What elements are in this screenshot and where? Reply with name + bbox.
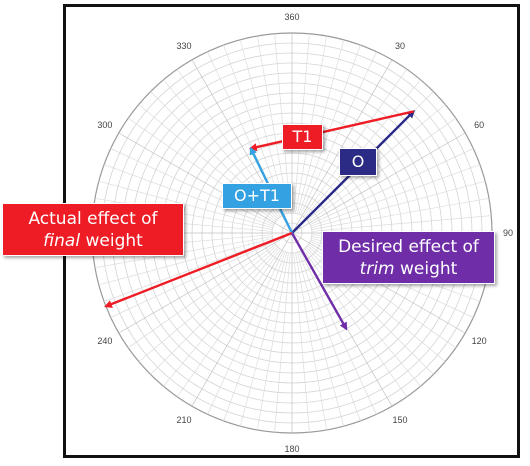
grid-spoke bbox=[303, 249, 407, 398]
grid-spoke bbox=[223, 251, 286, 422]
grid-spoke bbox=[309, 148, 474, 225]
callout-desired-line1: Desired effect of bbox=[338, 237, 479, 257]
angle-label-360: 360 bbox=[284, 12, 299, 22]
grid-spoke bbox=[274, 252, 291, 433]
angle-label-180: 180 bbox=[284, 444, 299, 454]
callout-t1-text: T1 bbox=[292, 127, 313, 146]
angle-label-300: 300 bbox=[97, 120, 112, 130]
grid-spoke bbox=[191, 232, 293, 407]
callout-actual-rest: weight bbox=[80, 231, 143, 251]
grid-spoke bbox=[293, 33, 310, 214]
grid-spoke bbox=[103, 164, 274, 227]
angle-label-60: 60 bbox=[474, 120, 484, 130]
grid-spoke bbox=[150, 246, 279, 375]
callout-actual-line1: Actual effect of bbox=[28, 209, 158, 229]
angle-label-120: 120 bbox=[472, 336, 487, 346]
grid-spoke bbox=[127, 244, 276, 348]
grid-spoke bbox=[118, 232, 293, 334]
angle-label-330: 330 bbox=[176, 41, 191, 51]
callout-actual-effect: Actual effect of final weight bbox=[2, 203, 184, 256]
callout-t1: T1 bbox=[282, 124, 323, 150]
grid-spoke bbox=[303, 68, 407, 217]
callout-desired-italic: trim bbox=[359, 259, 395, 279]
angle-label-30: 30 bbox=[395, 41, 405, 51]
grid-spoke bbox=[207, 250, 284, 415]
grid-spoke bbox=[118, 132, 293, 234]
callout-o: O bbox=[339, 148, 377, 176]
grid-spoke bbox=[110, 241, 275, 318]
grid-spoke bbox=[256, 252, 289, 431]
angle-label-150: 150 bbox=[392, 415, 407, 425]
grid-spoke bbox=[103, 239, 274, 302]
grid-spoke bbox=[291, 59, 393, 234]
grid-spoke bbox=[311, 180, 486, 229]
callout-desired-line2: trim weight bbox=[323, 258, 494, 280]
callout-desired-effect: Desired effect of trim weight bbox=[322, 231, 495, 284]
callout-desired-rest: weight bbox=[394, 259, 458, 279]
vector-desired bbox=[290, 232, 348, 331]
grid-spoke bbox=[98, 180, 273, 229]
grid-spoke bbox=[300, 250, 377, 415]
grid-spoke bbox=[98, 237, 273, 286]
callout-o-plus-t1-text: O+T1 bbox=[234, 186, 280, 205]
angle-label-90: 90 bbox=[503, 228, 513, 238]
grid-spoke bbox=[110, 148, 275, 225]
vector-actual bbox=[104, 231, 293, 308]
grid-spoke bbox=[308, 118, 457, 222]
angle-label-240: 240 bbox=[97, 336, 112, 346]
grid-spoke bbox=[291, 132, 466, 234]
grid-spoke bbox=[239, 252, 288, 427]
grid-spoke bbox=[310, 164, 481, 227]
grid-spoke bbox=[138, 245, 277, 362]
callout-o-text: O bbox=[351, 152, 365, 171]
grid-spoke bbox=[296, 252, 345, 427]
angle-label-210: 210 bbox=[176, 415, 191, 425]
grid-spoke bbox=[300, 51, 377, 216]
vector-t1 bbox=[248, 110, 414, 152]
callout-actual-italic: final bbox=[43, 231, 81, 251]
grid-spoke bbox=[311, 197, 490, 230]
grid-spoke bbox=[177, 249, 281, 398]
grid-spoke bbox=[163, 248, 280, 387]
grid-spoke bbox=[298, 251, 361, 422]
grid-spoke bbox=[311, 215, 492, 232]
grid-spoke bbox=[293, 252, 310, 433]
grid-spoke bbox=[295, 252, 328, 431]
callout-o-plus-t1: O+T1 bbox=[222, 183, 292, 209]
callout-actual-line2: final weight bbox=[3, 230, 183, 252]
